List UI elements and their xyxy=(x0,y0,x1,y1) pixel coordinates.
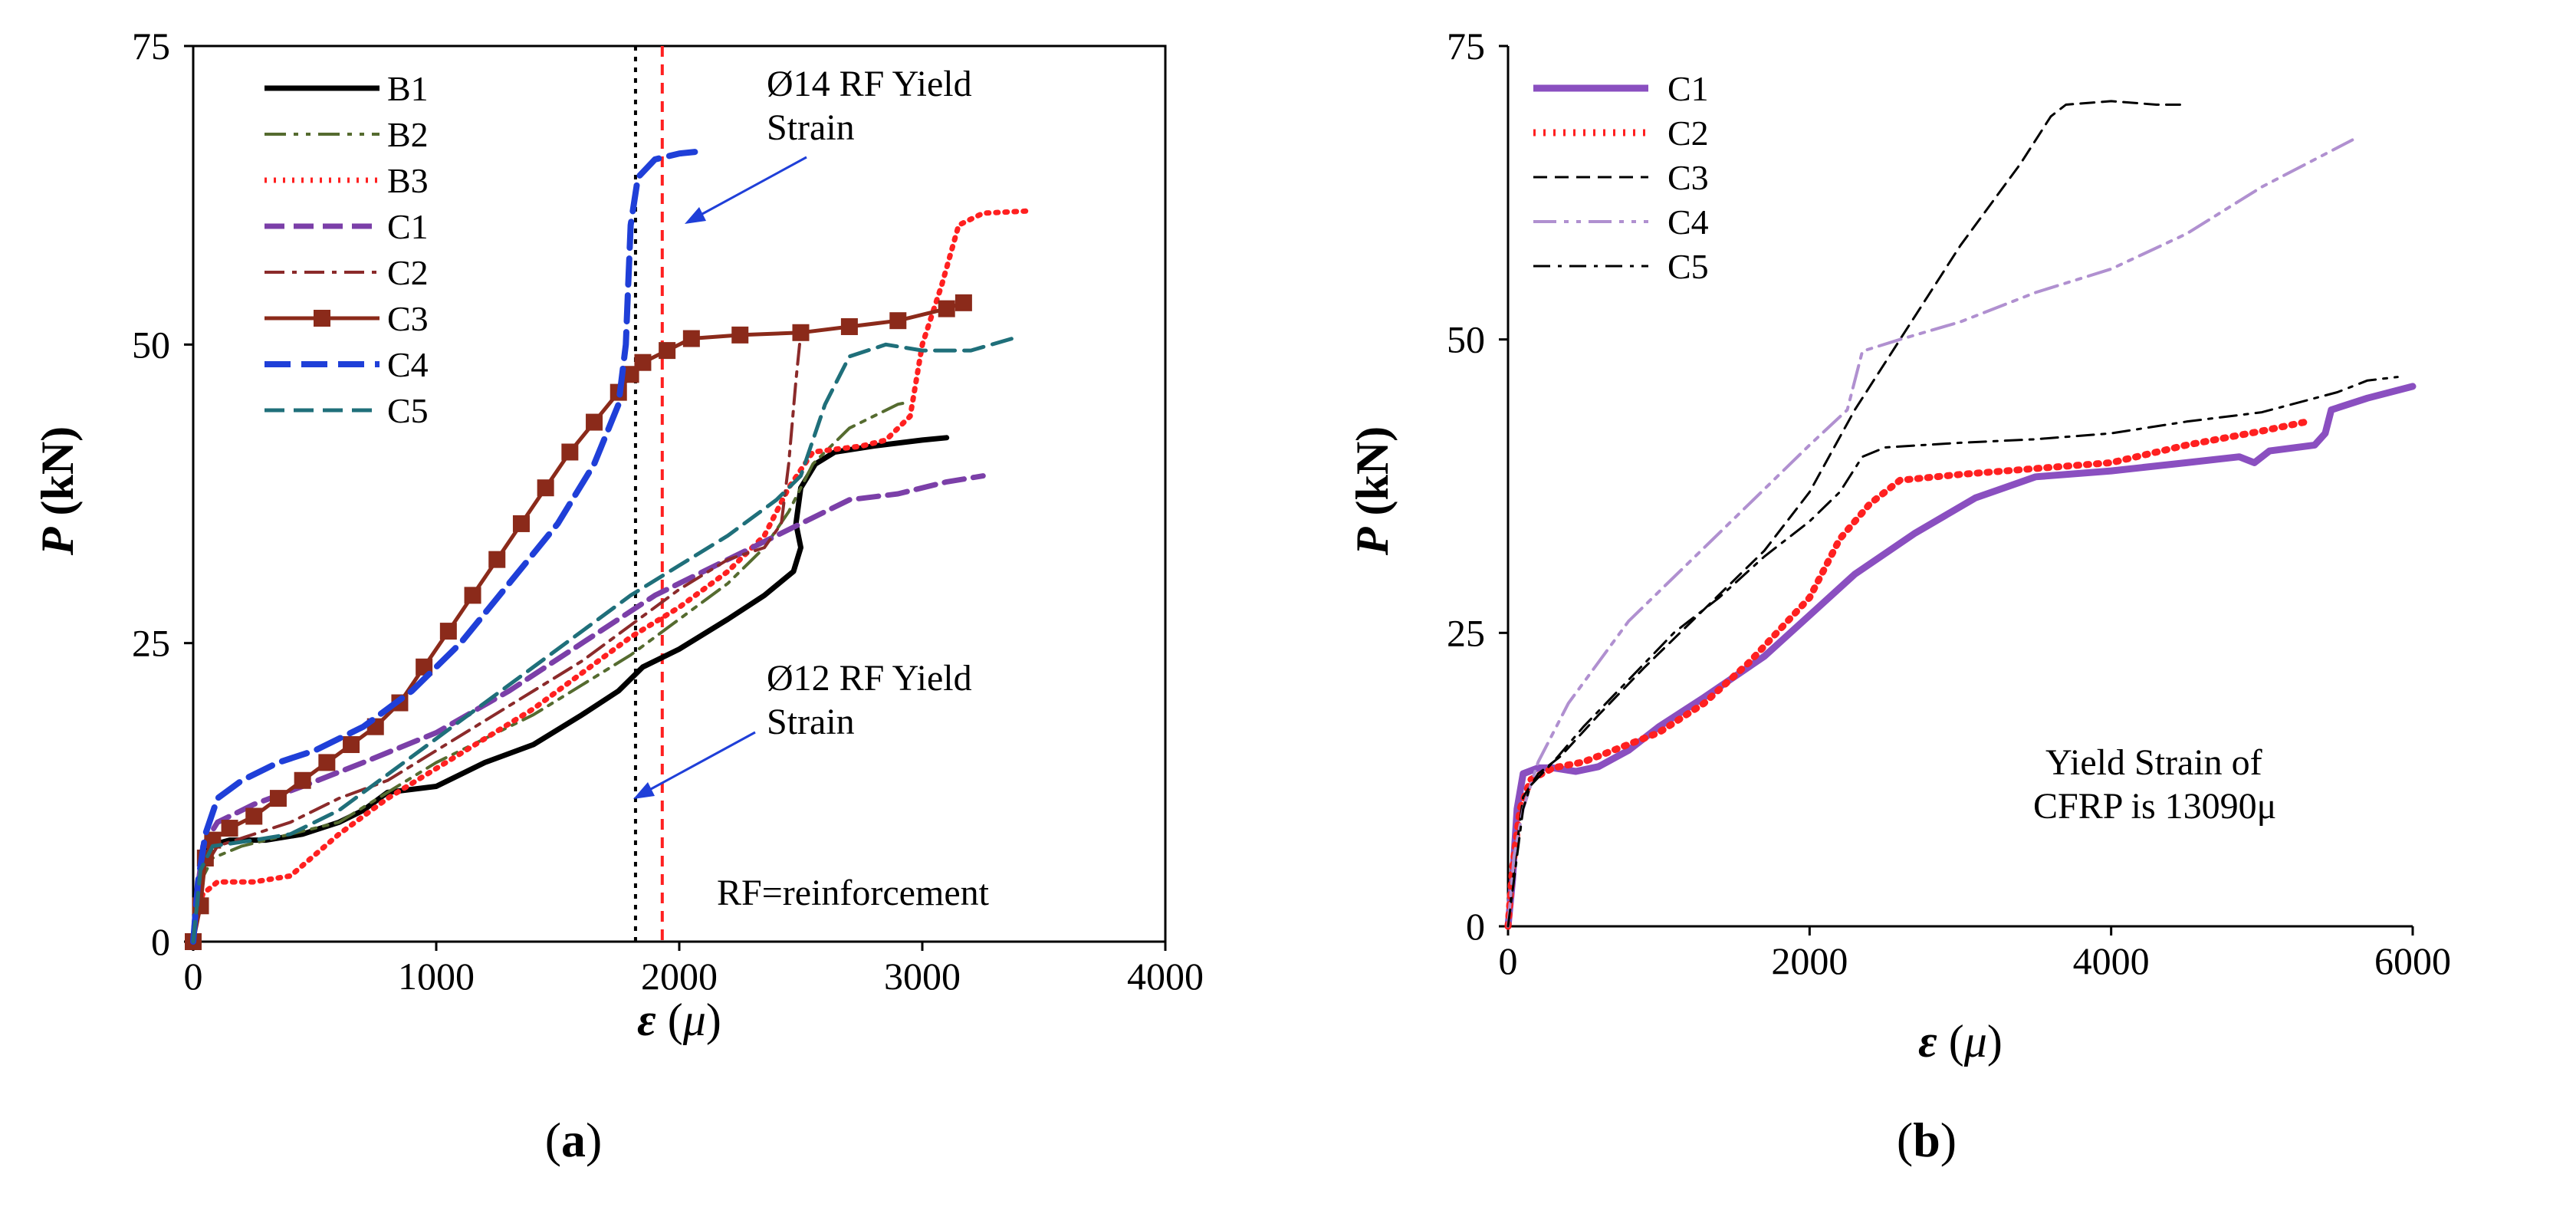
legend-label-c3: C3 xyxy=(387,299,429,338)
legend-label-c3: C3 xyxy=(1668,158,1709,197)
panel-a-ticks: 0 1000 2000 3000 4000 0 25 50 75 xyxy=(132,25,1204,998)
series-line-c3 xyxy=(1506,100,2188,928)
series-line-c3 xyxy=(191,301,966,944)
y-tick-label: 0 xyxy=(151,920,170,963)
series-marker-c3 xyxy=(731,326,749,344)
y-tick-label: 75 xyxy=(1447,25,1485,67)
panel-b-y-axis-label: P (kN) xyxy=(1347,426,1398,556)
panel-a: 0 1000 2000 3000 4000 0 25 50 75 B1 B2 B3 C1 C2 C3 C4 C… xyxy=(32,25,1204,1167)
x-tick-label: 6000 xyxy=(2374,939,2451,982)
series-marker-c3 xyxy=(682,330,700,347)
panel-b-legend: C1 C2 C3 C4 C5 xyxy=(1533,69,1709,286)
annotation-d14-arrowhead xyxy=(685,207,706,224)
series-marker-c3 xyxy=(439,623,457,640)
annotation-d12-arrow xyxy=(642,731,756,795)
annotation-d12-arrowhead xyxy=(633,782,655,799)
series-marker-c3 xyxy=(586,413,603,431)
legend-label-c1: C1 xyxy=(387,207,429,246)
series-marker-c3 xyxy=(889,312,907,330)
y-tick-label: 75 xyxy=(132,25,170,67)
x-tick-label: 2000 xyxy=(1771,939,1848,982)
series-marker-c3 xyxy=(512,515,530,532)
annotation-d12-line-2: Strain xyxy=(767,702,855,742)
y-tick-label: 50 xyxy=(1447,318,1485,361)
series-line-b3 xyxy=(190,208,1035,945)
panel-a-x-axis-label: ε (μ) xyxy=(637,995,721,1045)
series-line-c2 xyxy=(192,328,807,943)
legend-label-c5: C5 xyxy=(387,391,429,430)
series-marker-c3 xyxy=(955,294,972,311)
y-tick-label: 0 xyxy=(1466,905,1485,948)
series-line-c1 xyxy=(1504,383,2417,930)
annotation-cfrp-line-2: CFRP is 13090μ xyxy=(2033,786,2276,827)
legend-label-c4: C4 xyxy=(1668,202,1709,242)
series-marker-c3 xyxy=(792,324,810,341)
series-marker-c3 xyxy=(840,317,858,335)
series-line-c5 xyxy=(191,337,1014,944)
panel-b-x-axis-label: ε (μ) xyxy=(1918,1016,2003,1067)
series-line-c1 xyxy=(190,473,986,945)
annotation-d14-line-1: Ø14 RF Yield xyxy=(767,64,972,104)
panel-a-series xyxy=(185,148,1035,950)
series-marker-c3 xyxy=(245,807,263,825)
series-marker-c3 xyxy=(464,587,481,604)
legend-marker-c3 xyxy=(314,310,330,327)
series-marker-c3 xyxy=(488,551,506,568)
series-marker-c3 xyxy=(561,443,579,461)
annotation-d14-arrow xyxy=(693,156,807,220)
series-line-b2 xyxy=(192,400,912,943)
panel-a-yield-lines xyxy=(633,46,664,942)
legend-label-c2: C2 xyxy=(387,253,429,292)
y-tick-label: 50 xyxy=(132,323,170,366)
annotation-d14-line-2: Strain xyxy=(767,107,855,148)
series-line-c4 xyxy=(190,148,707,945)
annotation-d12-line-1: Ø12 RF Yield xyxy=(767,658,972,699)
x-tick-label: 0 xyxy=(1499,939,1518,982)
panel-b-ticks: 0 2000 4000 6000 0 25 50 75 xyxy=(1447,25,2451,982)
series-marker-c3 xyxy=(537,479,554,497)
x-tick-label: 1000 xyxy=(398,955,475,998)
legend-label-b3: B3 xyxy=(387,161,429,200)
series-marker-c3 xyxy=(659,342,676,360)
series-marker-c3 xyxy=(343,736,360,754)
x-tick-label: 4000 xyxy=(2073,939,2150,982)
x-tick-label: 3000 xyxy=(884,955,961,998)
series-marker-c3 xyxy=(938,300,955,317)
legend-label-c4: C4 xyxy=(387,345,429,384)
series-marker-c3 xyxy=(294,771,311,789)
series-line-c5 xyxy=(1506,376,2399,928)
annotation-d12-yield: Ø12 RF Yield Strain xyxy=(633,658,972,799)
annotation-d14-yield: Ø14 RF Yield Strain xyxy=(685,64,972,224)
panel-a-caption: (a) xyxy=(545,1113,603,1167)
x-tick-label: 4000 xyxy=(1127,955,1204,998)
series-marker-c3 xyxy=(269,790,287,807)
panel-b-caption: (b) xyxy=(1897,1113,1957,1167)
series-marker-c3 xyxy=(318,754,336,771)
legend-label-b2: B2 xyxy=(387,115,429,154)
annotation-cfrp-line-1: Yield Strain of xyxy=(2045,742,2262,783)
y-tick-label: 25 xyxy=(132,622,170,665)
panel-a-legend: B1 B2 B3 C1 C2 C3 C4 C5 xyxy=(264,69,429,430)
series-marker-c3 xyxy=(221,820,238,837)
series-line-c4 xyxy=(1506,138,2354,928)
legend-label-c5: C5 xyxy=(1668,247,1709,286)
annotation-cfrp-yield: Yield Strain of CFRP is 13090μ xyxy=(2033,742,2276,827)
annotation-rf-definition: RF=reinforcement xyxy=(717,873,990,913)
y-tick-label: 25 xyxy=(1447,611,1485,654)
legend-label-c1: C1 xyxy=(1668,69,1709,108)
series-line-c2 xyxy=(1504,418,2311,930)
x-tick-label: 2000 xyxy=(641,955,718,998)
panel-a-y-axis-label: P (kN) xyxy=(32,426,83,556)
panel-b-series xyxy=(1504,100,2417,930)
series-marker-c3 xyxy=(634,354,652,371)
legend-label-c2: C2 xyxy=(1668,113,1709,153)
legend-label-b1: B1 xyxy=(387,69,429,108)
panel-b: 0 2000 4000 6000 0 25 50 75 C1 C2 C3 C4 C5 Yield St… xyxy=(1347,25,2451,1167)
x-tick-label: 0 xyxy=(184,955,203,998)
